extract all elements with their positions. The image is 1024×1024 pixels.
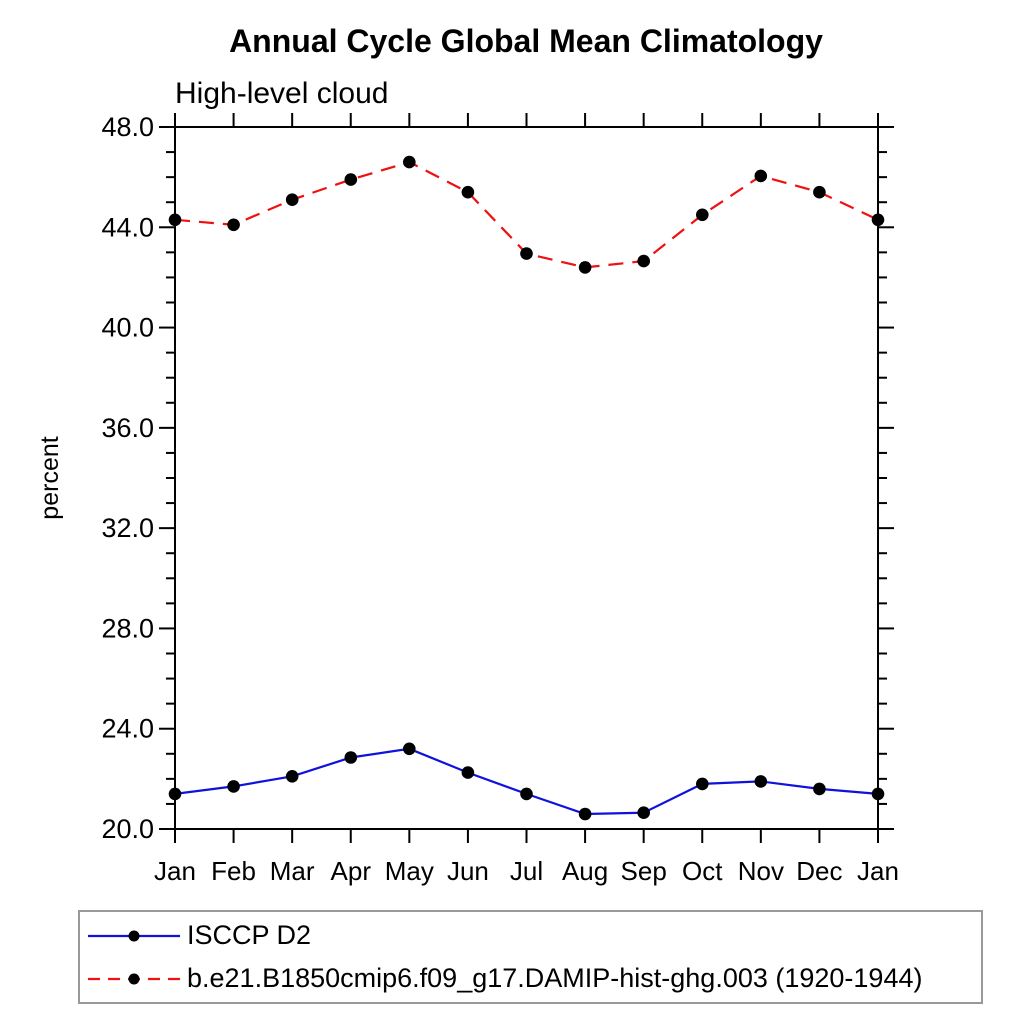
x-tick-label: Jun <box>447 856 489 886</box>
y-tick-label: 32.0 <box>101 513 154 543</box>
x-tick-label: Sep <box>621 856 667 886</box>
x-tick-label: Jan <box>857 856 899 886</box>
data-point-marker <box>813 185 826 199</box>
chart-title: Annual Cycle Global Mean Climatology <box>229 23 823 59</box>
data-point-marker <box>871 213 885 227</box>
x-tick-label: Aug <box>562 856 608 886</box>
chart-subtitle: High-level cloud <box>175 77 388 110</box>
data-point-marker <box>227 780 240 793</box>
y-tick-label: 24.0 <box>101 714 154 744</box>
x-tick-label: Dec <box>796 856 842 886</box>
data-point-marker <box>168 213 182 227</box>
data-point-marker <box>403 742 416 756</box>
data-point-marker <box>637 254 650 268</box>
axes-frame <box>174 126 879 830</box>
data-point-marker <box>696 208 709 222</box>
data-point-marker <box>168 787 182 801</box>
legend-item-obs: ISCCP D2 <box>80 914 981 957</box>
data-point-marker <box>520 787 533 801</box>
data-point-marker <box>285 193 299 206</box>
x-tick-label: Apr <box>331 856 372 886</box>
data-point-marker <box>461 185 475 199</box>
y-axis-ticks: 20.0 24.0 28.0 32.0 36.0 40.0 44.0 48.0 <box>101 112 894 844</box>
data-point-marker <box>344 751 358 764</box>
x-tick-label: Feb <box>211 856 256 886</box>
data-point-marker <box>344 173 358 186</box>
legend-solid-line-icon <box>88 930 180 941</box>
data-point-marker <box>578 261 592 274</box>
data-point-marker <box>285 770 299 783</box>
y-axis-label: percent <box>36 436 64 519</box>
x-tick-label: Jan <box>154 856 196 886</box>
legend-marker-dot-icon <box>128 973 140 984</box>
data-point-marker <box>813 782 826 796</box>
y-tick-label: 36.0 <box>101 413 154 443</box>
x-tick-label: May <box>385 856 434 886</box>
x-axis-ticks: Jan Feb Mar Apr May Jun Jul Aug Sep Oct Nov Dec Jan <box>154 113 899 886</box>
data-point-marker <box>696 777 709 791</box>
data-point-marker <box>871 787 885 801</box>
x-tick-label: Mar <box>270 856 315 886</box>
data-point-marker <box>754 169 768 183</box>
x-tick-label: Jul <box>510 856 543 886</box>
y-tick-label: 28.0 <box>101 613 154 643</box>
data-point-marker <box>461 766 475 779</box>
legend-label-model: b.e21.B1850cmip6.f09_g17.DAMIP-hist-ghg.… <box>187 963 923 993</box>
y-tick-label: 44.0 <box>101 212 154 242</box>
series-line-0 <box>174 747 879 816</box>
data-point-marker <box>403 155 416 169</box>
y-tick-label: 20.0 <box>101 814 154 844</box>
legend-dashed-line-icon <box>88 973 180 984</box>
data-point-marker <box>754 775 768 788</box>
legend-label-obs: ISCCP D2 <box>187 920 312 950</box>
legend-marker-dot-icon <box>128 930 140 941</box>
data-point-marker <box>520 247 533 260</box>
data-point-marker <box>637 806 650 819</box>
series-markers <box>168 155 885 821</box>
legend-item-model: b.e21.B1850cmip6.f09_g17.DAMIP-hist-ghg.… <box>80 957 981 1000</box>
legend-box: ISCCP D2 b.e21.B1850cmip6.f09_g17.DAMIP-… <box>78 910 983 1004</box>
y-tick-label: 40.0 <box>101 313 154 343</box>
data-point-marker <box>227 218 240 232</box>
x-tick-label: Oct <box>682 856 723 886</box>
data-point-marker <box>578 807 592 821</box>
y-tick-label: 48.0 <box>101 112 154 142</box>
x-tick-label: Nov <box>738 856 784 886</box>
